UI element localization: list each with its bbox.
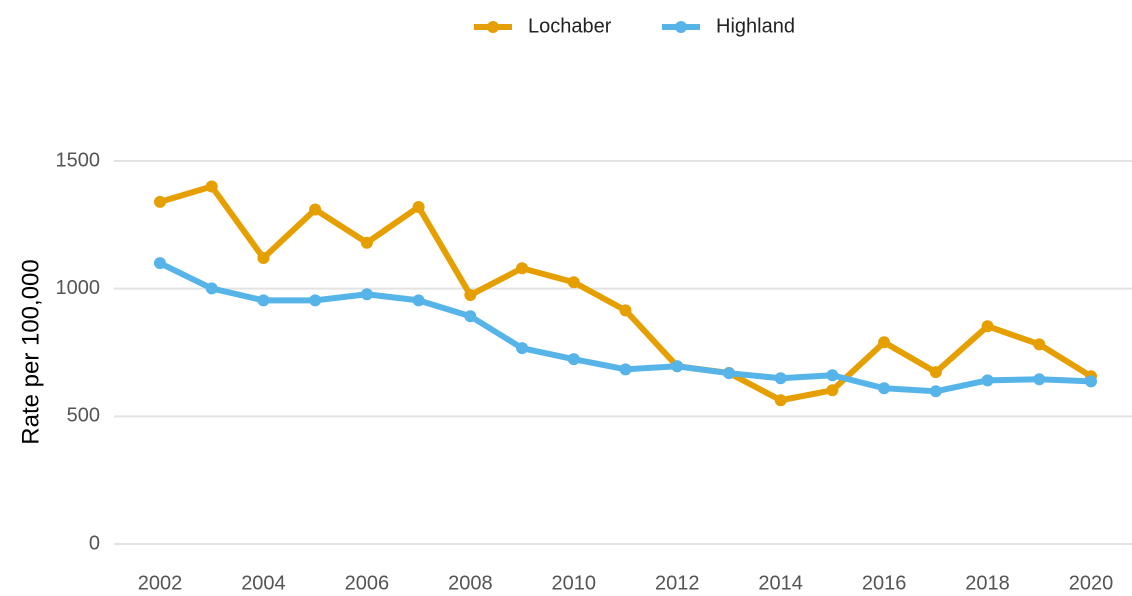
data-point — [567, 353, 580, 366]
data-point — [671, 360, 684, 373]
data-point — [154, 257, 166, 270]
x-tick-label: 2002 — [138, 572, 183, 594]
data-point — [205, 282, 218, 295]
data-point — [154, 195, 166, 208]
data-point — [1033, 373, 1046, 386]
data-point — [464, 310, 477, 323]
x-tick-label: 2004 — [241, 572, 286, 594]
data-point — [619, 363, 632, 376]
x-tick-label: 2014 — [758, 572, 803, 594]
data-point — [360, 288, 373, 301]
data-point — [1085, 375, 1097, 388]
data-point — [516, 262, 529, 275]
x-tick-label: 2008 — [448, 572, 493, 594]
x-tick-label: 2006 — [345, 572, 390, 594]
data-point — [412, 200, 425, 213]
x-tick-label: 2018 — [965, 572, 1010, 594]
legend-label: Highland — [716, 15, 795, 37]
data-point — [257, 294, 270, 307]
x-tick-label: 2012 — [655, 572, 700, 594]
y-axis-label: Rate per 100,000 — [17, 259, 44, 444]
data-point — [722, 367, 735, 380]
data-point — [929, 366, 942, 379]
data-point — [826, 369, 839, 382]
data-point — [360, 236, 373, 249]
data-point — [412, 294, 425, 307]
y-tick-label: 500 — [67, 405, 100, 427]
data-point — [878, 336, 891, 349]
legend-label: Lochaber — [528, 15, 612, 37]
y-tick-label: 1000 — [56, 277, 101, 299]
legend-swatch-dot — [487, 21, 499, 33]
x-tick-label: 2020 — [1069, 572, 1114, 594]
data-point — [567, 276, 580, 289]
data-point — [826, 384, 839, 397]
data-point — [257, 252, 270, 265]
y-tick-label: 0 — [89, 532, 100, 554]
data-point — [774, 394, 787, 407]
data-point — [309, 294, 322, 307]
data-point — [878, 382, 891, 395]
data-point — [981, 374, 994, 387]
data-point — [205, 180, 218, 193]
x-tick-label: 2010 — [552, 572, 597, 594]
data-point — [929, 385, 942, 398]
x-tick-label: 2016 — [862, 572, 907, 594]
y-tick-label: 1500 — [56, 149, 101, 171]
data-point — [774, 372, 787, 385]
data-point — [619, 304, 632, 317]
data-point — [309, 203, 322, 216]
data-point — [981, 320, 994, 333]
data-point — [516, 342, 529, 355]
data-point — [464, 289, 477, 302]
legend-swatch-dot — [675, 21, 687, 33]
data-point — [1033, 338, 1046, 351]
